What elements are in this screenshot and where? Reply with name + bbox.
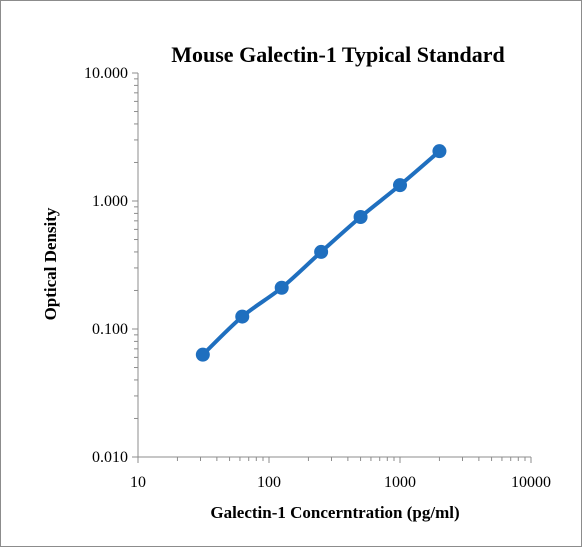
data-point bbox=[393, 178, 407, 193]
data-point bbox=[195, 347, 210, 362]
y-tick-label: 0.010 bbox=[92, 449, 128, 466]
data-point bbox=[235, 309, 250, 324]
axes bbox=[137, 73, 531, 458]
y-tick-label: 0.100 bbox=[92, 321, 128, 338]
data-point bbox=[274, 280, 289, 295]
y-tick-label: 1.000 bbox=[92, 193, 128, 210]
x-tick-label: 1000 bbox=[384, 474, 416, 491]
x-axis-label: Galectin-1 Concerntration (pg/ml) bbox=[210, 503, 459, 522]
data-point bbox=[314, 244, 329, 259]
minor-ticks bbox=[134, 78, 526, 461]
data-point bbox=[432, 144, 447, 159]
x-tick-label: 100 bbox=[257, 474, 281, 491]
y-tick-label: 10.000 bbox=[84, 65, 128, 82]
x-tick-labels: 10 100 1000 10000 bbox=[130, 474, 551, 491]
x-tick-label: 10 bbox=[130, 474, 146, 491]
x-tick-label: 10000 bbox=[511, 474, 551, 491]
y-tick-labels: 0.010 0.100 1.000 10.000 bbox=[84, 65, 128, 466]
series-layer bbox=[195, 144, 447, 362]
major-ticks bbox=[132, 72, 532, 463]
chart-title: Mouse Galectin-1 Typical Standard bbox=[171, 42, 504, 67]
y-axis-label: Optical Density bbox=[41, 207, 60, 320]
data-point bbox=[353, 209, 368, 224]
